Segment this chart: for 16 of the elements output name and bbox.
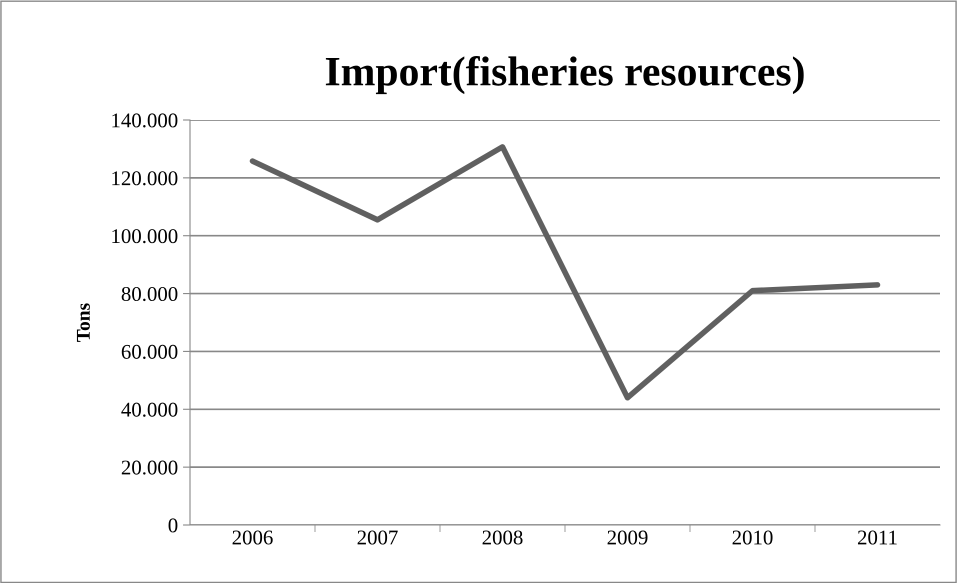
y-tick-label: 140.000 xyxy=(112,113,178,128)
y-tick-label: 60.000 xyxy=(122,344,178,359)
x-tick-label: 2009 xyxy=(608,530,648,545)
y-tick-label: 100.000 xyxy=(112,229,178,244)
y-tick-label: 120.000 xyxy=(112,171,178,186)
x-tick-label: 2011 xyxy=(858,530,897,545)
chart-title: Import(fisheries resources) xyxy=(326,56,804,94)
y-tick-label: 40.000 xyxy=(121,402,178,417)
y-axis-title: Tons xyxy=(76,303,90,342)
y-tick-label: 20.000 xyxy=(122,460,178,475)
x-tick-label: 2008 xyxy=(482,530,523,545)
y-tick-label: 0 xyxy=(168,518,178,532)
x-tick-label: 2010 xyxy=(732,530,773,545)
x-tick-label: 2006 xyxy=(232,530,273,545)
y-tick-label: 80.000 xyxy=(122,286,178,302)
x-tick-label: 2007 xyxy=(358,530,398,545)
